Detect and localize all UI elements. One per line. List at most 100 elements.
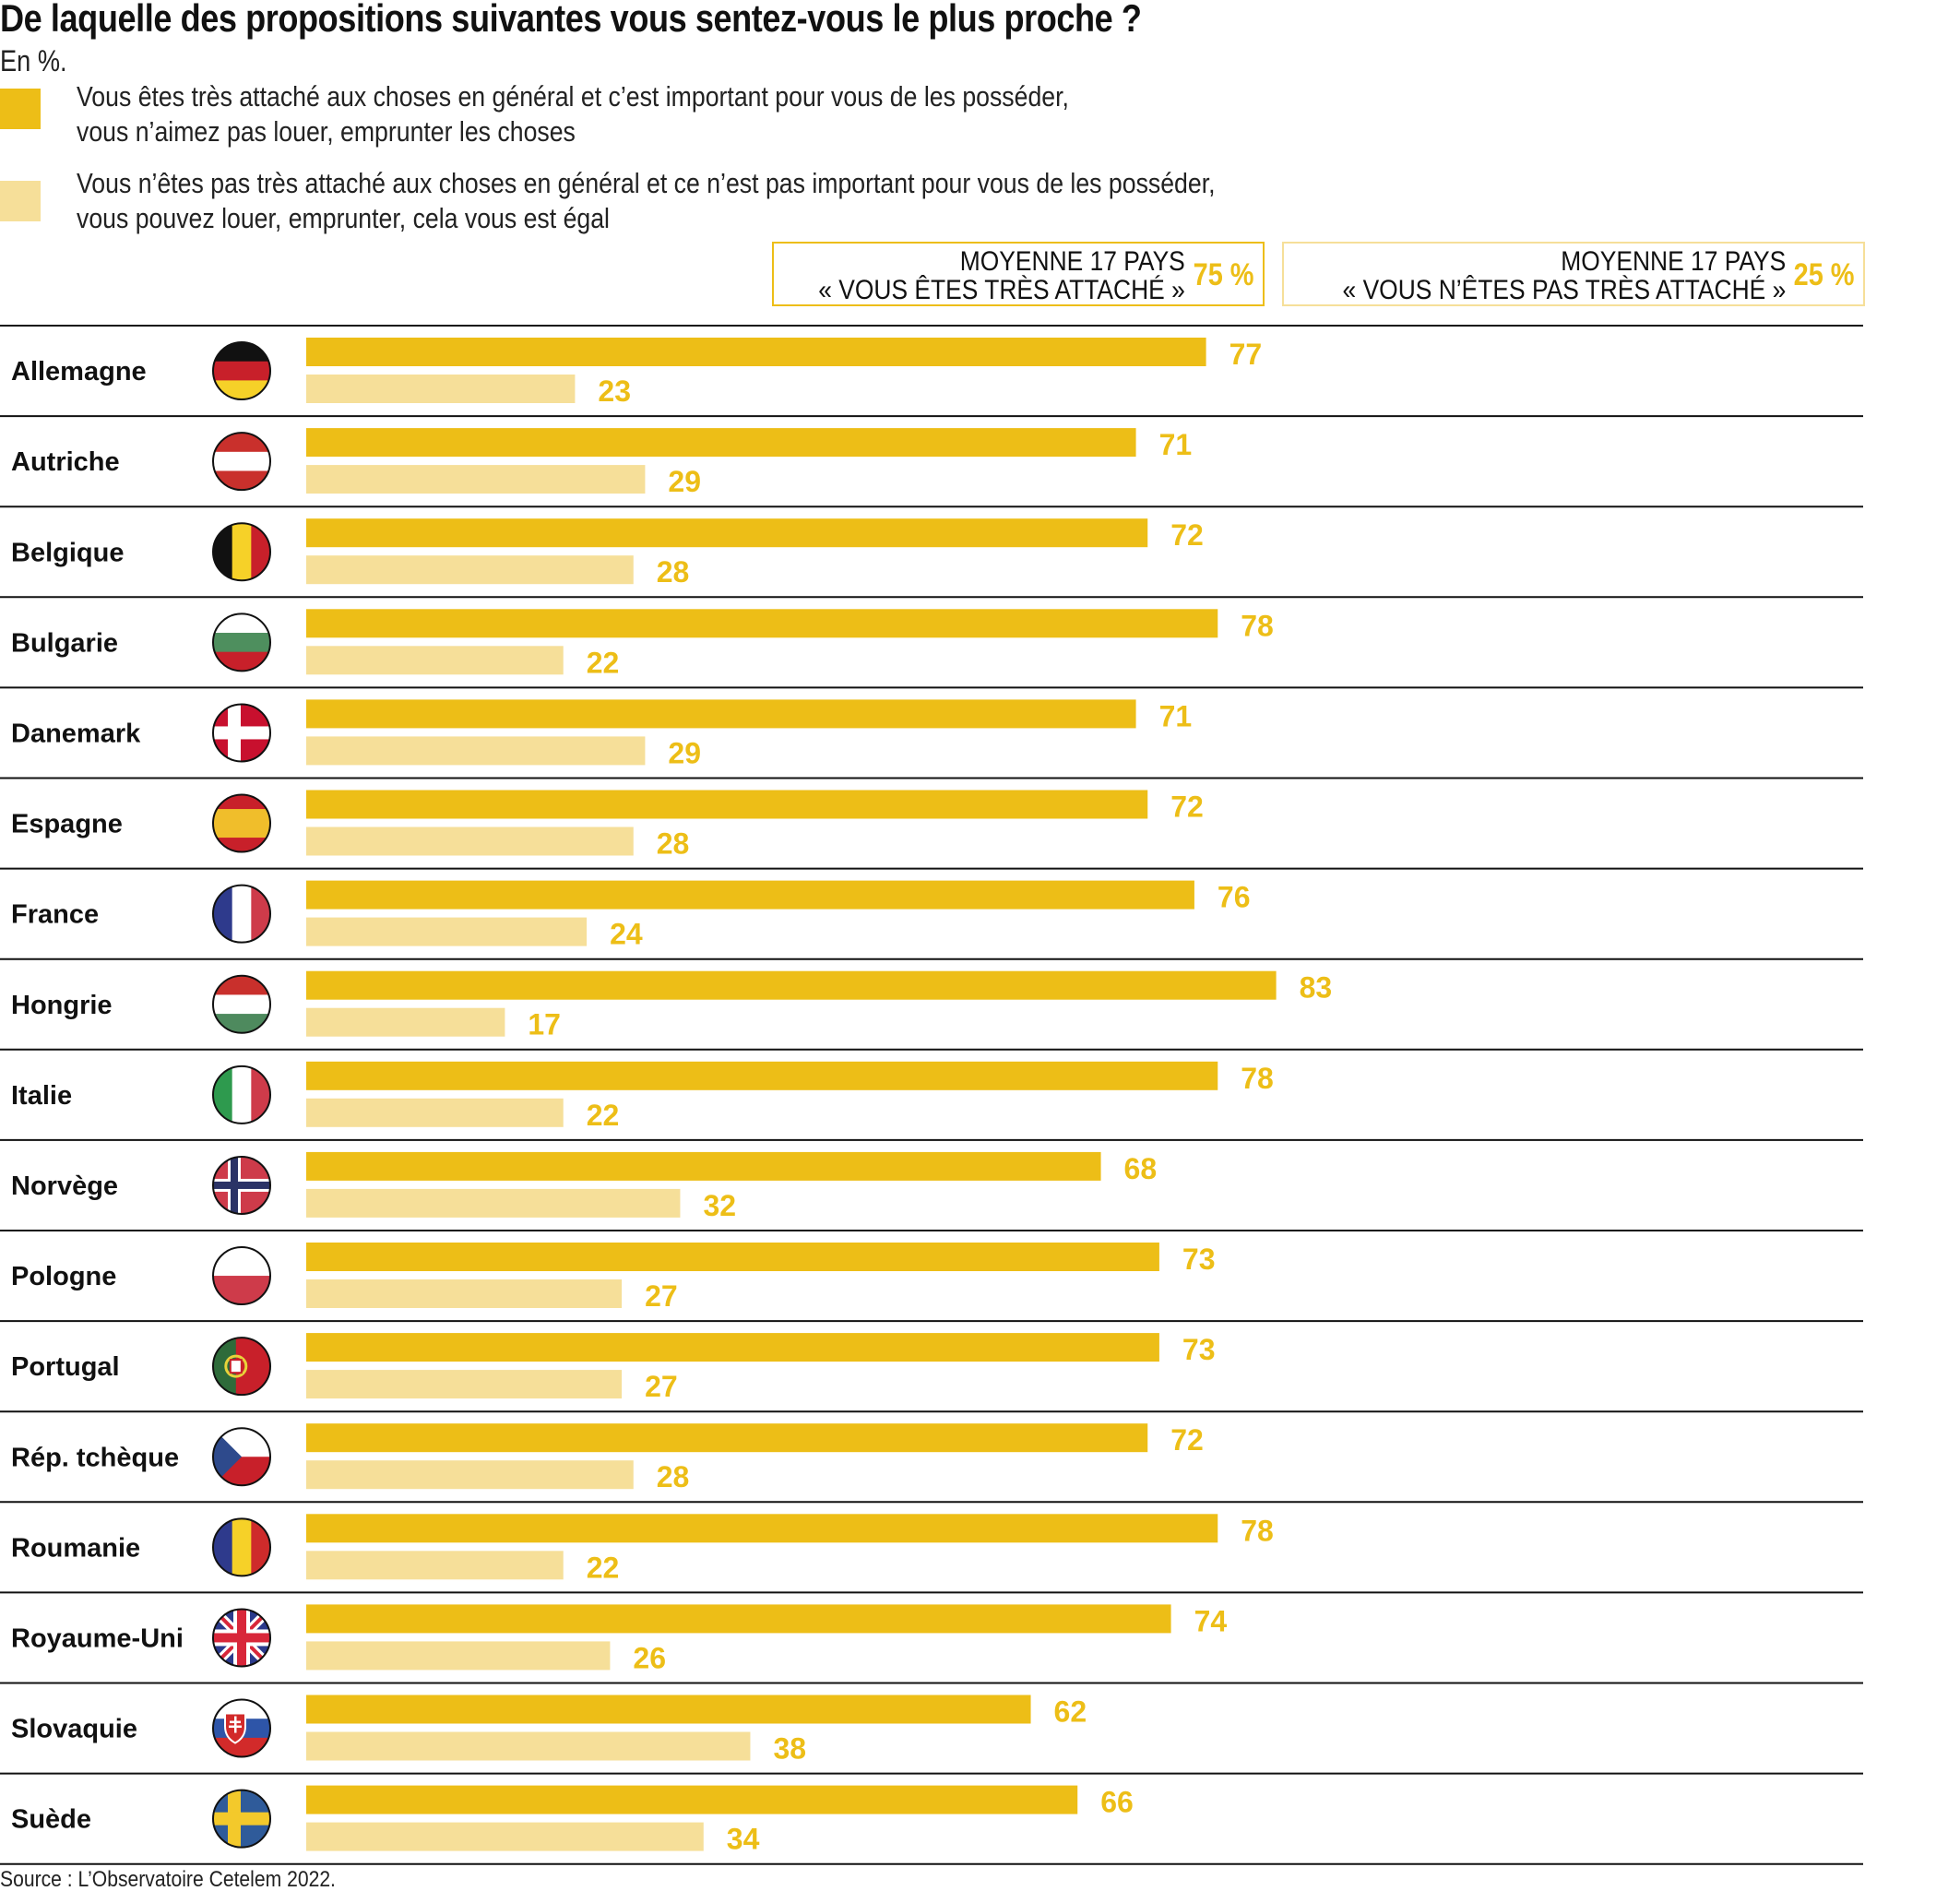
average-label-line: MOYENNE 17 PAYS	[1560, 246, 1786, 277]
average-label: MOYENNE 17 PAYS « VOUS N’ÊTES PAS TRÈS A…	[1342, 247, 1786, 304]
flag-denmark-icon	[213, 704, 270, 762]
flag-portugal-icon	[213, 1338, 270, 1396]
country-label: Autriche	[11, 447, 120, 477]
bar-not-attached	[306, 1731, 751, 1761]
flag-outline	[212, 1517, 271, 1577]
chart-row: Roumanie 78 22	[0, 1514, 1863, 1594]
value-label-not-attached: 28	[657, 555, 690, 589]
value-label-not-attached: 27	[645, 1279, 678, 1313]
value-label-not-attached: 29	[668, 736, 701, 769]
value-label-not-attached: 26	[633, 1641, 666, 1674]
bar-not-attached	[306, 827, 634, 856]
bar-not-attached	[306, 1098, 564, 1127]
bar-not-attached	[306, 1370, 623, 1399]
bar-attached	[306, 970, 1277, 1000]
bar-not-attached	[306, 1551, 564, 1580]
bar-attached	[306, 1604, 1171, 1634]
bar-attached	[306, 1333, 1159, 1362]
value-label-not-attached: 17	[528, 1008, 561, 1041]
bar-attached	[306, 1514, 1218, 1543]
chart-row: Belgique 72 28	[0, 518, 1863, 599]
country-label: Belgique	[11, 538, 124, 567]
flag-united-kingdom-icon	[213, 1609, 270, 1667]
value-label-not-attached: 27	[645, 1370, 678, 1403]
bar-attached	[306, 1243, 1159, 1271]
country-label: Royaume-Uni	[11, 1623, 184, 1653]
country-label: Suède	[11, 1805, 91, 1835]
legend-swatch-not-attached	[0, 181, 41, 221]
value-label-attached: 76	[1218, 881, 1251, 914]
bar-attached	[306, 338, 1206, 366]
value-label-attached: 71	[1159, 699, 1193, 732]
legend-text-line: vous pouvez louer, emprunter, cela vous …	[77, 202, 610, 234]
value-label-not-attached: 32	[703, 1189, 736, 1222]
flag-outline	[212, 1789, 271, 1849]
value-label-not-attached: 34	[727, 1823, 760, 1856]
bar-attached	[306, 518, 1148, 548]
bar-not-attached	[306, 646, 564, 675]
bar-attached	[306, 1061, 1218, 1090]
chart-row: Autriche 71 29	[0, 428, 1863, 508]
country-label: Norvège	[11, 1172, 118, 1201]
value-label-not-attached: 38	[773, 1732, 806, 1766]
flag-outline	[212, 1698, 271, 1758]
bar-attached	[306, 1151, 1101, 1181]
country-label: Roumanie	[11, 1533, 140, 1563]
value-label-attached: 72	[1170, 791, 1204, 824]
bar-attached	[306, 1423, 1148, 1453]
bar-not-attached	[306, 1641, 611, 1671]
legend-text-line: vous n’aimez pas louer, emprunter les ch…	[77, 115, 576, 148]
country-label: Rép. tchèque	[11, 1443, 179, 1472]
value-label-attached: 73	[1182, 1333, 1216, 1366]
chart-row: France 76 24	[0, 880, 1863, 960]
legend-text-line: Vous êtes très attaché aux choses en gén…	[77, 80, 1069, 113]
flag-slovakia-icon	[213, 1699, 270, 1757]
country-label: Pologne	[11, 1262, 116, 1291]
flag-outline	[212, 793, 271, 853]
flag-spain-icon	[213, 794, 270, 852]
flag-sweden-icon	[213, 1790, 270, 1848]
legend-item-not-attached: Vous n’êtes pas très attaché aux choses …	[77, 166, 1216, 236]
bar-not-attached	[306, 1460, 634, 1490]
bar-attached	[306, 699, 1136, 729]
value-label-not-attached: 24	[610, 918, 643, 951]
chart-row: Hongrie 83 17	[0, 970, 1863, 1051]
value-label-attached: 71	[1159, 428, 1193, 461]
average-box-not-attached: MOYENNE 17 PAYS « VOUS N’ÊTES PAS TRÈS A…	[1282, 242, 1865, 306]
value-label-attached: 62	[1054, 1695, 1087, 1729]
flag-outline	[212, 522, 271, 582]
chart-row: Italie 78 22	[0, 1061, 1863, 1141]
average-label-line: MOYENNE 17 PAYS	[959, 246, 1185, 277]
flag-outline	[212, 884, 271, 944]
bar-not-attached	[306, 1279, 623, 1308]
country-label: France	[11, 900, 99, 930]
value-label-attached: 72	[1170, 1423, 1204, 1457]
value-label-attached: 72	[1170, 518, 1204, 552]
value-label-attached: 68	[1124, 1152, 1158, 1185]
country-label: Bulgarie	[11, 628, 118, 658]
legend-swatch-attached	[0, 89, 41, 129]
flag-outline	[212, 1337, 271, 1397]
bar-attached	[306, 1785, 1078, 1814]
bar-not-attached	[306, 1188, 681, 1218]
chart-row: Allemagne 77 23	[0, 338, 1863, 418]
value-label-not-attached: 22	[587, 646, 620, 679]
country-label: Portugal	[11, 1352, 120, 1382]
value-label-attached: 78	[1241, 609, 1274, 642]
bar-not-attached	[306, 1007, 505, 1037]
bar-attached	[306, 790, 1148, 819]
chart-row: Portugal 73 27	[0, 1333, 1863, 1413]
value-label-attached: 77	[1229, 338, 1263, 371]
value-label-attached: 66	[1100, 1786, 1134, 1819]
value-label-attached: 78	[1241, 1514, 1274, 1547]
value-label-not-attached: 28	[657, 1460, 690, 1493]
chart-title: De laquelle des propositions suivantes v…	[0, 0, 1142, 40]
chart-row: Pologne 73 27	[0, 1243, 1863, 1323]
flag-outline	[212, 1064, 271, 1124]
flag-outline	[212, 613, 271, 672]
value-label-not-attached: 29	[668, 465, 701, 498]
average-label-line: « VOUS N’ÊTES PAS TRÈS ATTACHÉ »	[1342, 275, 1786, 305]
legend-text-line: Vous n’êtes pas très attaché aux choses …	[77, 167, 1216, 199]
value-label-attached: 73	[1182, 1243, 1216, 1276]
source-note: Source : L’Observatoire Cetelem 2022.	[0, 1867, 336, 1892]
